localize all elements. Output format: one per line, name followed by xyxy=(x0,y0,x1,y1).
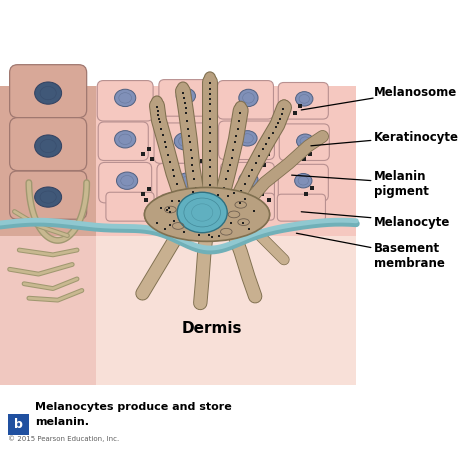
Ellipse shape xyxy=(145,188,270,242)
Ellipse shape xyxy=(297,135,314,149)
FancyBboxPatch shape xyxy=(9,172,87,220)
Bar xyxy=(96,236,356,385)
Text: Basement
membrane: Basement membrane xyxy=(296,234,445,269)
Ellipse shape xyxy=(295,174,312,189)
Ellipse shape xyxy=(117,173,137,190)
Ellipse shape xyxy=(176,89,195,105)
Ellipse shape xyxy=(177,83,189,95)
FancyBboxPatch shape xyxy=(157,164,213,204)
Ellipse shape xyxy=(35,83,62,105)
FancyBboxPatch shape xyxy=(161,195,215,221)
Ellipse shape xyxy=(296,92,313,107)
Bar xyxy=(96,87,356,236)
Ellipse shape xyxy=(35,136,62,158)
FancyBboxPatch shape xyxy=(9,65,87,118)
Polygon shape xyxy=(145,189,270,241)
Text: Melanin
pigment: Melanin pigment xyxy=(292,169,428,197)
Bar xyxy=(0,236,96,385)
FancyBboxPatch shape xyxy=(154,124,212,164)
Text: Melanosome: Melanosome xyxy=(301,86,457,110)
FancyBboxPatch shape xyxy=(219,122,274,160)
FancyBboxPatch shape xyxy=(99,163,152,203)
Ellipse shape xyxy=(115,90,136,107)
Text: b: b xyxy=(14,417,23,430)
Bar xyxy=(8,414,29,435)
Text: © 2015 Pearson Education, Inc.: © 2015 Pearson Education, Inc. xyxy=(8,434,119,441)
Ellipse shape xyxy=(151,97,163,110)
Bar xyxy=(0,87,96,236)
FancyBboxPatch shape xyxy=(277,195,326,221)
Ellipse shape xyxy=(177,193,227,233)
Ellipse shape xyxy=(174,133,195,151)
FancyBboxPatch shape xyxy=(97,81,153,122)
Ellipse shape xyxy=(235,102,246,115)
FancyBboxPatch shape xyxy=(278,83,328,120)
Ellipse shape xyxy=(35,188,62,208)
Ellipse shape xyxy=(239,173,258,188)
FancyBboxPatch shape xyxy=(98,123,148,161)
Text: Melanocytes produce and store: Melanocytes produce and store xyxy=(35,401,231,411)
FancyBboxPatch shape xyxy=(220,163,274,202)
FancyBboxPatch shape xyxy=(218,81,273,120)
FancyBboxPatch shape xyxy=(9,118,87,171)
Text: melanin.: melanin. xyxy=(35,417,89,427)
Ellipse shape xyxy=(176,174,197,191)
Text: Dermis: Dermis xyxy=(182,320,242,335)
Text: Keratinocyte: Keratinocyte xyxy=(311,131,459,147)
FancyBboxPatch shape xyxy=(159,80,213,117)
Bar xyxy=(0,385,456,442)
FancyBboxPatch shape xyxy=(279,124,329,161)
Text: Melanocyte: Melanocyte xyxy=(301,212,450,228)
Ellipse shape xyxy=(279,101,289,112)
Ellipse shape xyxy=(115,131,136,149)
FancyBboxPatch shape xyxy=(222,194,274,221)
Ellipse shape xyxy=(204,73,216,86)
FancyBboxPatch shape xyxy=(278,165,328,202)
FancyBboxPatch shape xyxy=(106,193,154,221)
Ellipse shape xyxy=(238,131,257,147)
Ellipse shape xyxy=(239,90,258,107)
